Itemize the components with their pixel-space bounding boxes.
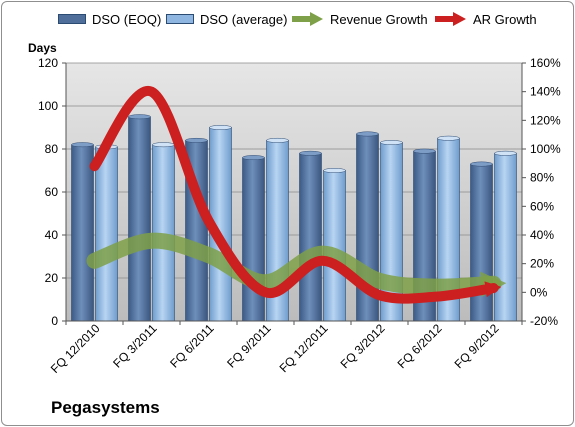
bar-top-dso-eoq [71,142,94,148]
legend-label-dso-eoq: DSO (EOQ) [92,11,162,27]
legend-label-dso-average: DSO (average) [200,11,288,27]
bar-dso-eoq [71,144,94,322]
y2-tick-label: 60% [530,199,554,213]
legend-item-dso-eoq: DSO (EOQ) [58,8,161,30]
legend-label-revenue-growth: Revenue Growth [330,11,428,27]
x-tick-label: FQ 12/2011 [277,321,331,375]
y2-tick-label: 100% [530,142,561,156]
bar-dso-eoq [242,157,265,322]
bar-dso-eoq [128,116,151,322]
bar-dso-eoq [299,153,322,322]
bar-dso-average [494,153,517,322]
y2-tick-label: 160% [530,56,561,70]
bar-top-dso-eoq [413,148,436,154]
legend-label-ar-growth: AR Growth [473,11,537,27]
y-tick-label: 120 [38,56,58,70]
y-tick-label: 100 [38,99,58,113]
legend-swatch-dso-average [166,14,194,24]
x-tick-label: FQ 9/2011 [224,321,274,371]
y2-tick-label: 0% [530,285,548,299]
bar-top-dso-average [494,150,517,156]
bar-top-dso-average [323,168,346,173]
y2-tick-label: 140% [530,85,561,99]
bar-top-dso-eoq [185,137,208,143]
y-axis-label: Days [28,41,57,55]
legend-item-dso-average: DSO (average) [166,8,287,30]
bar-top-dso-eoq [470,161,493,167]
bar-top-dso-average [209,125,232,130]
bar-top-dso-eoq [242,155,265,161]
bar-top-dso-average [152,142,175,148]
y2-tick-label: 20% [530,257,554,271]
bar-dso-eoq [470,163,493,322]
green-arrow-icon [292,12,323,26]
y2-tick-label: -20% [530,314,558,328]
legend-item-ar-growth: AR Growth [433,8,537,30]
y-tick-label: 80 [45,142,59,156]
legend-swatch-dso-eoq [58,14,86,24]
company-name: Pegasystems [51,398,160,417]
bar-dso-average [323,170,346,322]
x-tick-label: FQ 12/2010 [48,321,103,376]
y2-tick-label: 120% [530,113,561,127]
bar-top-dso-average [266,137,289,143]
bar-dso-average [95,146,118,322]
y2-tick-label: 80% [530,171,554,185]
y2-tick-label: 40% [530,228,554,242]
y-tick-label: 40 [45,228,59,242]
x-tick-label: FQ 9/2012 [452,321,502,371]
bar-top-dso-average [380,140,403,146]
x-tick-label: FQ 3/2011 [110,321,160,371]
legend-item-revenue-growth: Revenue Growth [290,8,428,30]
x-tick-label: FQ 3/2012 [338,321,388,371]
y-tick-label: 0 [51,314,58,328]
revenue-growth-line [86,232,507,298]
y-tick-label: 60 [45,185,59,199]
bar-top-dso-eoq [356,131,379,137]
bar-top-dso-eoq [128,114,151,120]
red-arrow-icon [435,12,466,26]
bar-top-dso-average [437,135,460,141]
ar-growth-line [89,86,502,304]
x-tick-label: FQ 6/2012 [395,321,445,371]
legend: DSO (EOQ) DSO (average) Revenue Growth A… [0,8,575,32]
x-tick-label: FQ 6/2011 [167,321,217,371]
bar-top-dso-eoq [299,150,322,156]
y-tick-label: 20 [45,271,59,285]
